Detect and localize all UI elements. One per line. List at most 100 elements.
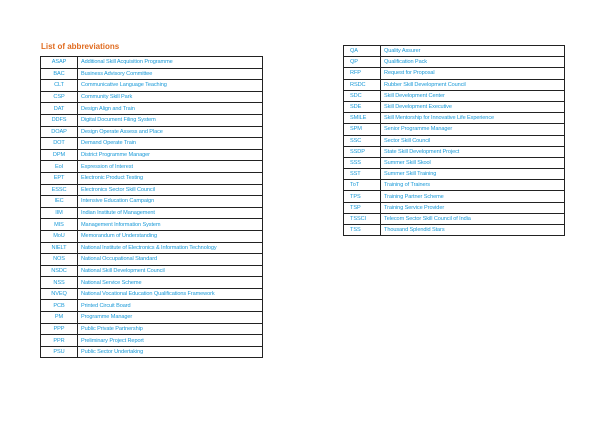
abbreviation-cell: ToT bbox=[343, 179, 381, 192]
abbreviation-cell: NOS bbox=[40, 253, 78, 266]
abbreviation-cell: SSDP bbox=[343, 145, 381, 158]
abbreviation-cell: CLT bbox=[40, 79, 78, 92]
table-row: NVEQ National Vocational Education Qualif… bbox=[40, 287, 263, 301]
definition-cell: Training of Trainers bbox=[380, 179, 565, 192]
abbreviations-table-right: QA Quality Assurer QP Qualification Pack RFP… bbox=[343, 44, 565, 237]
definition-cell: Communicative Language Teaching bbox=[77, 79, 263, 92]
definition-cell: Design Operate Assess and Place bbox=[77, 125, 263, 139]
table-row: SSS Summer Skill Skool bbox=[343, 156, 565, 170]
definition-cell: District Programme Manager bbox=[77, 148, 263, 162]
abbreviation-cell: QA bbox=[343, 44, 381, 58]
definition-cell: Additional Skill Acquisition Programme bbox=[77, 56, 263, 69]
table-row: CSP Community Skill Park bbox=[40, 90, 263, 104]
abbreviation-cell: NIELT bbox=[40, 241, 78, 255]
table-row: RFP Request for Proposal bbox=[343, 67, 565, 80]
abbreviation-cell: PSU bbox=[40, 345, 78, 359]
definition-cell: Intensive Education Campaign bbox=[77, 195, 263, 208]
table-row: IEC Intensive Education Campaign bbox=[40, 195, 263, 208]
table-row: DPM District Programme Manager bbox=[40, 148, 263, 162]
abbreviations-table-left: ASAP Additional Skill Acquisition Program… bbox=[40, 56, 263, 359]
definition-cell: Skill Development Executive bbox=[380, 100, 565, 114]
definition-cell: Training Partner Scheme bbox=[380, 190, 565, 203]
abbreviation-cell: EoI bbox=[40, 160, 78, 173]
definition-cell: Preliminary Project Report bbox=[77, 334, 263, 347]
abbreviation-cell: TPS bbox=[343, 190, 381, 203]
table-row: QA Quality Assurer bbox=[343, 44, 565, 58]
abbreviation-cell: MoU bbox=[40, 229, 78, 243]
definition-cell: Request for Proposal bbox=[380, 67, 565, 80]
definition-cell: Public Sector Undertaking bbox=[77, 345, 263, 359]
table-row: DDFS Digital Document Filing System bbox=[40, 113, 263, 127]
table-row: NIELT National Institute of Electronics &… bbox=[40, 241, 263, 255]
abbreviation-cell: DOT bbox=[40, 137, 78, 150]
definition-cell: Memorandum of Understanding bbox=[77, 229, 263, 243]
definition-cell: Business Advisory Committee bbox=[77, 67, 263, 81]
definition-cell: Training Service Provider bbox=[380, 201, 565, 214]
definition-cell: National Occupational Standard bbox=[77, 253, 263, 266]
table-row: PPR Preliminary Project Report bbox=[40, 334, 263, 347]
table-row: PSU Public Sector Undertaking bbox=[40, 345, 263, 359]
abbreviation-cell: SST bbox=[343, 168, 381, 181]
abbreviation-cell: ESSC bbox=[40, 183, 78, 197]
abbreviation-cell: PCB bbox=[40, 299, 78, 313]
abbreviation-cell: DPM bbox=[40, 148, 78, 162]
definition-cell: Printed Circuit Board bbox=[77, 299, 263, 313]
abbreviation-cell: DOAP bbox=[40, 125, 78, 139]
abbreviation-cell: MIS bbox=[40, 218, 78, 231]
abbreviation-cell: IEC bbox=[40, 195, 78, 208]
definition-cell: National Institute of Electronics & Info… bbox=[77, 241, 263, 255]
table-row: MoU Memorandum of Understanding bbox=[40, 229, 263, 243]
definition-cell: Sector Skill Council bbox=[380, 134, 565, 147]
table-row: PCB Printed Circuit Board bbox=[40, 299, 263, 313]
abbreviation-cell: TSSCI bbox=[343, 212, 381, 226]
definition-cell: Summer Skill Training bbox=[380, 168, 565, 181]
definition-cell: Telecom Sector Skill Council of India bbox=[380, 212, 565, 226]
definition-cell: Community Skill Park bbox=[77, 90, 263, 104]
table-row: MIS Management Information System bbox=[40, 218, 263, 231]
abbreviation-cell: BAC bbox=[40, 67, 78, 81]
table-row: DOT Demand Operate Train bbox=[40, 137, 263, 150]
abbreviation-cell: SSS bbox=[343, 156, 381, 170]
table-row: SMILE Skill Mentorship for Innovative Lif… bbox=[343, 112, 565, 125]
abbreviation-cell: NVEQ bbox=[40, 287, 78, 301]
abbreviation-cell: NSS bbox=[40, 276, 78, 289]
definition-cell: National Vocational Education Qualificat… bbox=[77, 287, 263, 301]
abbreviation-cell: SMILE bbox=[343, 112, 381, 125]
definition-cell: Indian Institute of Management bbox=[77, 206, 263, 220]
definition-cell: Skill Mentorship for Innovative Life Exp… bbox=[380, 112, 565, 125]
table-row: NSS National Service Scheme bbox=[40, 276, 263, 289]
definition-cell: Quality Assurer bbox=[380, 44, 565, 58]
abbreviation-cell: DDFS bbox=[40, 113, 78, 127]
table-row: TSP Training Service Provider bbox=[343, 201, 565, 214]
definition-cell: Qualification Pack bbox=[380, 56, 565, 69]
definition-cell: Public Private Partnership bbox=[77, 322, 263, 336]
table-row: ESSC Electronics Sector Skill Council bbox=[40, 183, 263, 197]
definition-cell: Electronics Sector Skill Council bbox=[77, 183, 263, 197]
table-row: CLT Communicative Language Teaching bbox=[40, 79, 263, 92]
table-row: ToT Training of Trainers bbox=[343, 179, 565, 192]
abbreviation-cell: TSP bbox=[343, 201, 381, 214]
abbreviation-cell: SDE bbox=[343, 100, 381, 114]
section-title: List of abbreviations bbox=[41, 42, 120, 51]
definition-cell: Rubber Skill Development Council bbox=[380, 78, 565, 91]
table-row: DOAP Design Operate Assess and Place bbox=[40, 125, 263, 139]
table-row: SDE Skill Development Executive bbox=[343, 100, 565, 114]
abbreviation-cell: PM bbox=[40, 311, 78, 324]
table-row: RSDC Rubber Skill Development Council bbox=[343, 78, 565, 91]
table-row: ASAP Additional Skill Acquisition Program… bbox=[40, 56, 263, 69]
abbreviation-cell: DAT bbox=[40, 102, 78, 115]
abbreviation-cell: PPP bbox=[40, 322, 78, 336]
table-row: TSSCI Telecom Sector Skill Council of Ind… bbox=[343, 212, 565, 226]
abbreviation-cell: NSDC bbox=[40, 264, 78, 278]
abbreviation-cell: PPR bbox=[40, 334, 78, 347]
table-row: NSDC National Skill Development Council bbox=[40, 264, 263, 278]
definition-cell: Expression of Interest bbox=[77, 160, 263, 173]
abbreviation-cell: IIM bbox=[40, 206, 78, 220]
table-row: EoI Expression of Interest bbox=[40, 160, 263, 173]
definition-cell: State Skill Development Project bbox=[380, 145, 565, 158]
table-row: SSC Sector Skill Council bbox=[343, 134, 565, 147]
abbreviation-cell: RSDC bbox=[343, 78, 381, 91]
abbreviation-cell: SPM bbox=[343, 123, 381, 136]
definition-cell: Management Information System bbox=[77, 218, 263, 231]
